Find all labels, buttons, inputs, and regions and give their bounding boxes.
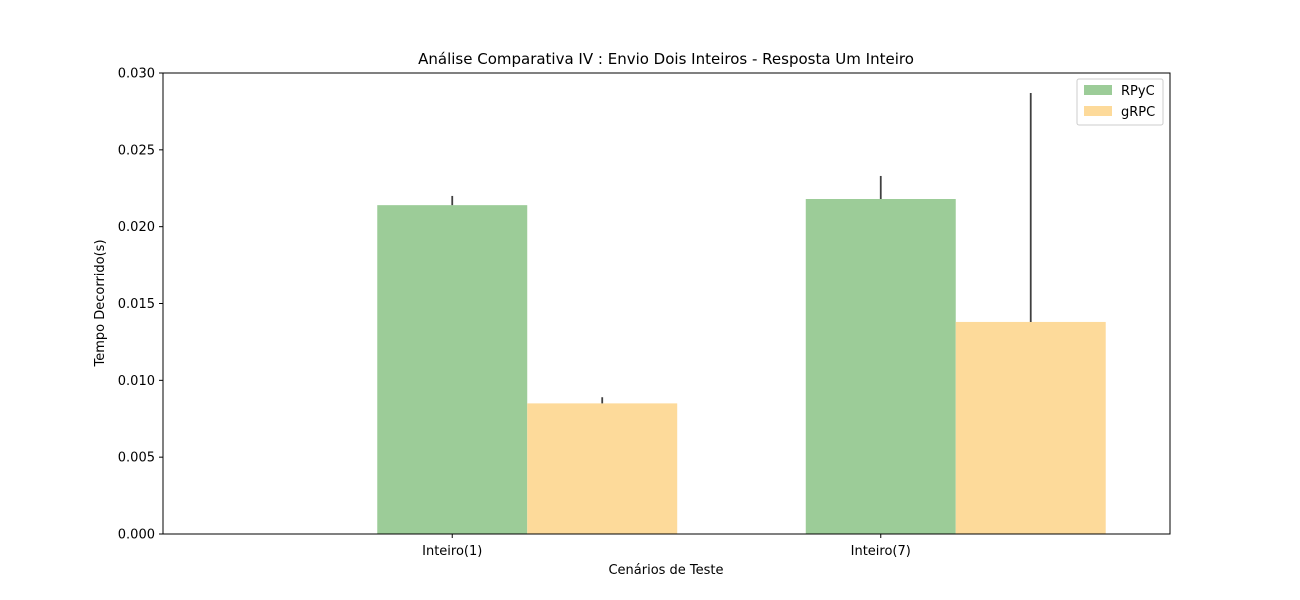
- y-tick-label: 0.020: [118, 220, 155, 235]
- legend-swatch-grpc: [1084, 106, 1112, 116]
- legend-label-rpyc: RPyC: [1121, 84, 1155, 99]
- y-tick-label: 0.000: [118, 528, 155, 543]
- x-axis-label: Cenários de Teste: [608, 563, 723, 578]
- bar-rpyc-1: [377, 205, 528, 535]
- legend: RPyC gRPC: [1076, 78, 1164, 126]
- y-tick-label: 0.030: [118, 67, 155, 82]
- bar-grpc-1: [527, 403, 678, 534]
- error-bars-group: [451, 92, 1032, 404]
- x-tick-label: Inteiro(7): [851, 544, 911, 559]
- bars-group: [377, 199, 1106, 535]
- x-axis: Inteiro(1) Inteiro(7): [422, 534, 911, 559]
- y-tick-label: 0.010: [118, 374, 155, 389]
- y-axis: 0.000 0.005 0.010 0.015 0.020 0.025 0.030: [118, 67, 163, 543]
- y-tick-label: 0.025: [118, 143, 155, 158]
- legend-label-grpc: gRPC: [1121, 105, 1155, 120]
- x-tick-label: Inteiro(1): [422, 544, 482, 559]
- bar-rpyc-2: [805, 199, 956, 535]
- legend-swatch-rpyc: [1084, 85, 1112, 95]
- y-tick-label: 0.005: [118, 451, 155, 466]
- y-axis-label: Tempo Decorrido(s): [93, 239, 108, 367]
- chart-title: Análise Comparativa IV : Envio Dois Inte…: [418, 50, 914, 68]
- bar-grpc-2: [955, 321, 1106, 534]
- y-tick-label: 0.015: [118, 297, 155, 312]
